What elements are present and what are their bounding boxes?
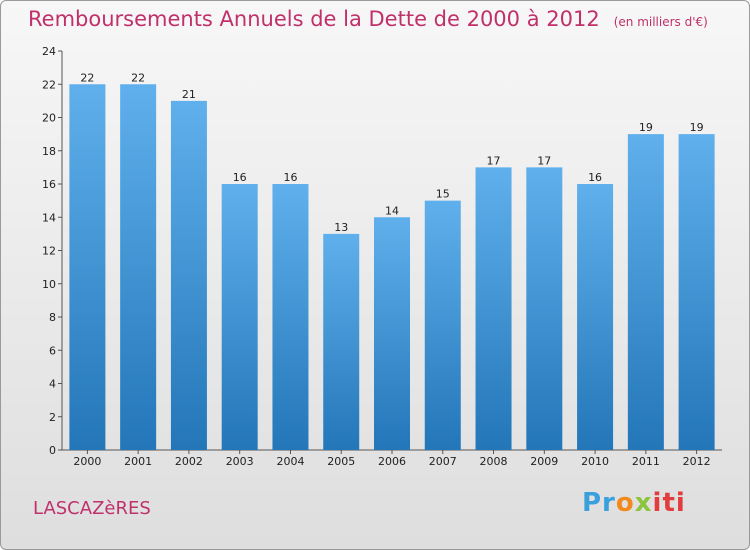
bar — [272, 184, 309, 450]
logo-part-2: o — [615, 488, 635, 518]
x-tick-label: 2002 — [175, 455, 203, 468]
x-tick-label: 2004 — [276, 455, 304, 468]
y-tick-label: 10 — [42, 278, 56, 291]
x-tick-label: 2001 — [124, 455, 152, 468]
bar — [526, 167, 563, 450]
bars — [69, 84, 715, 450]
proxiti-logo: Proxiti — [582, 488, 686, 518]
chart-unit: (en milliers d'€) — [613, 15, 708, 29]
bar — [577, 184, 614, 450]
x-tick-label: 2003 — [226, 455, 254, 468]
x-tick-label: 2005 — [327, 455, 355, 468]
x-tick-label: 2011 — [632, 455, 660, 468]
data-label: 21 — [182, 88, 196, 101]
data-label: 17 — [537, 154, 551, 167]
bar — [323, 233, 360, 450]
data-label: 17 — [487, 154, 501, 167]
x-tick-label: 2008 — [480, 455, 508, 468]
x-tick-label: 2010 — [581, 455, 609, 468]
data-label: 22 — [80, 71, 94, 84]
logo-part-3: x — [634, 488, 653, 518]
y-tick-label: 6 — [49, 344, 56, 357]
bar — [120, 84, 157, 450]
x-tick-label: 2000 — [73, 455, 101, 468]
chart-title: Remboursements Annuels de la Dette de 20… — [28, 7, 600, 31]
y-tick-label: 14 — [42, 211, 56, 224]
y-tick-label: 12 — [42, 245, 56, 258]
bar — [424, 200, 461, 450]
y-tick-label: 18 — [42, 145, 56, 158]
bar — [678, 134, 715, 450]
data-label: 19 — [639, 121, 653, 134]
data-label: 13 — [334, 221, 348, 234]
logo-part-1: Pr — [582, 488, 616, 518]
data-label: 16 — [283, 171, 297, 184]
data-label: 19 — [690, 121, 704, 134]
y-tick-label: 24 — [42, 45, 56, 58]
title-row: Remboursements Annuels de la Dette de 20… — [28, 7, 708, 31]
y-tick-label: 22 — [42, 78, 56, 91]
y-tick-label: 8 — [49, 311, 56, 324]
bar — [475, 167, 512, 450]
labels: 2000 22 2001 22 2002 21 2003 16 2004 16 2005 13 2006… — [73, 71, 710, 468]
y-tick-label: 0 — [49, 444, 56, 457]
bar — [69, 84, 106, 450]
logo-part-4: iti — [652, 488, 686, 518]
bar — [374, 217, 410, 450]
y-tick-label: 16 — [42, 178, 56, 191]
y-tick-label: 2 — [49, 411, 56, 424]
bar — [627, 134, 664, 450]
data-label: 16 — [233, 171, 247, 184]
y-tick-label: 4 — [49, 378, 56, 391]
data-label: 14 — [385, 204, 399, 217]
data-label: 15 — [436, 188, 450, 201]
data-label: 16 — [588, 171, 602, 184]
bar — [221, 184, 258, 450]
x-tick-label: 2006 — [378, 455, 406, 468]
y-tick-label: 20 — [42, 112, 56, 125]
bar — [170, 100, 207, 450]
data-label: 22 — [131, 71, 145, 84]
x-tick-label: 2009 — [530, 455, 558, 468]
place-name: LASCAZèRES — [33, 498, 151, 519]
x-tick-label: 2007 — [429, 455, 457, 468]
x-tick-label: 2012 — [683, 455, 711, 468]
